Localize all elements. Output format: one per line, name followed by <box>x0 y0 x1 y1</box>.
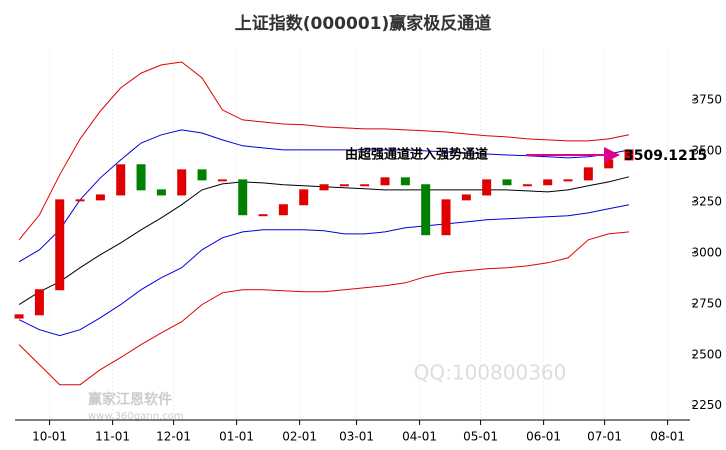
x-tick-label: 05-01 <box>463 430 498 444</box>
y-tick-label: 2250 <box>691 398 722 412</box>
channel-line <box>18 61 630 241</box>
annotation: 由超强通道进入强势通道 <box>345 147 488 163</box>
candle <box>55 199 65 291</box>
candle <box>14 314 24 319</box>
candle <box>400 177 410 186</box>
candle <box>116 164 126 196</box>
channel-line <box>18 176 630 306</box>
candle <box>380 177 390 186</box>
y-tick-label: 3250 <box>691 194 722 208</box>
candle <box>95 194 105 201</box>
x-tick-label: 11-01 <box>95 430 130 444</box>
candle <box>543 179 553 186</box>
candle <box>299 189 309 206</box>
x-tick-label: 07-01 <box>587 430 622 444</box>
y-tick-label: 3000 <box>691 245 722 259</box>
candle <box>604 159 614 169</box>
watermark: QQ:100800360 <box>414 361 567 385</box>
x-tick-label: 01-01 <box>219 430 254 444</box>
chart-title: 上证指数(000001)赢家极反通道 <box>235 13 492 34</box>
candle <box>278 204 288 216</box>
candle <box>136 164 146 191</box>
candle <box>217 179 227 182</box>
channel-line <box>18 129 630 263</box>
x-tick-label: 04-01 <box>402 430 437 444</box>
candle <box>319 184 329 191</box>
candle <box>563 179 573 182</box>
x-tick-label: 03-01 <box>339 430 374 444</box>
candle <box>421 184 431 236</box>
candle <box>156 189 166 196</box>
candle <box>75 199 85 202</box>
candle <box>482 179 492 196</box>
candle <box>339 184 349 187</box>
watermark: 赢家江恩软件 <box>88 391 172 408</box>
candle <box>441 199 451 236</box>
y-tick-label: 3500 <box>691 143 722 157</box>
candle <box>34 289 44 316</box>
candle <box>461 194 471 201</box>
candle <box>522 184 532 187</box>
y-tick-label: 2750 <box>691 296 722 310</box>
candle <box>258 214 268 217</box>
candle <box>360 184 370 187</box>
x-tick-label: 10-01 <box>32 430 67 444</box>
candle <box>238 179 248 216</box>
price-label: 3509.1215 <box>624 148 707 164</box>
channel-line <box>18 204 630 337</box>
x-tick-label: 12-01 <box>156 430 191 444</box>
x-tick-label: 06-01 <box>526 430 561 444</box>
candle <box>197 169 207 181</box>
y-tick-label: 3750 <box>691 92 722 106</box>
candle <box>624 149 634 161</box>
x-tick-label: 08-01 <box>650 430 685 444</box>
channel-line <box>18 231 630 386</box>
x-tick-label: 02-01 <box>282 430 317 444</box>
candle <box>583 167 593 181</box>
candle <box>177 169 187 196</box>
candle <box>502 179 512 186</box>
y-tick-label: 2500 <box>691 347 722 361</box>
watermark: www.360gann.com <box>88 411 184 422</box>
